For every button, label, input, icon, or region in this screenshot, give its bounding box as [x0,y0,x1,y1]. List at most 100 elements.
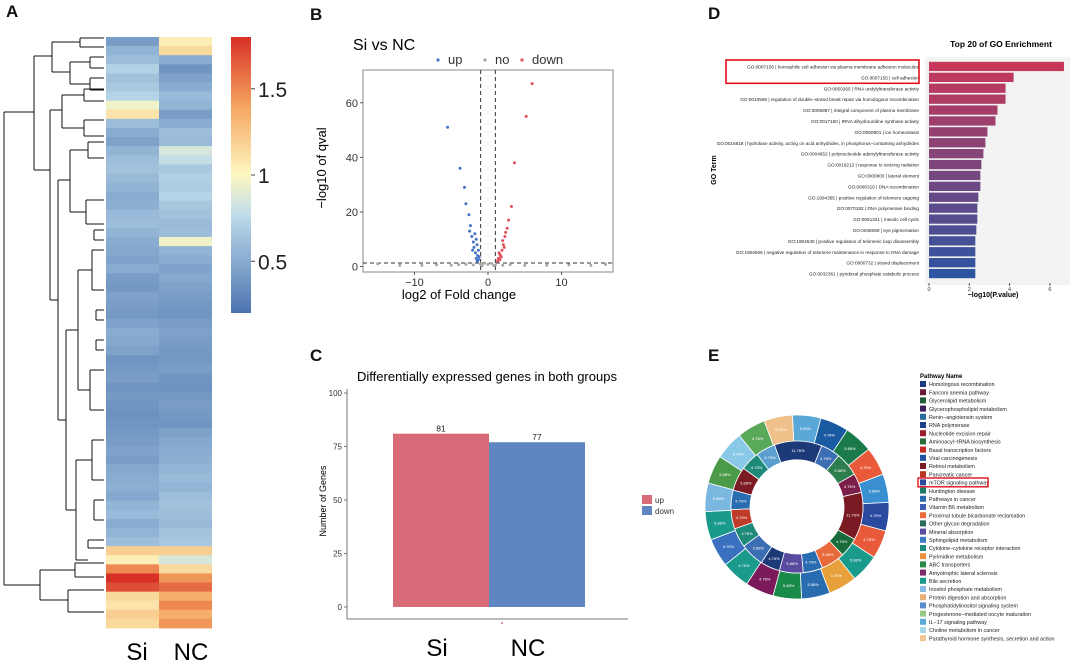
kegg-legend-swatch [920,487,926,494]
volcano-point-up [446,125,450,129]
volcano-point-up [464,202,468,206]
heatmap-cell [159,137,212,147]
volcano-point-no [420,263,424,267]
go-term-label: GO:0007155 | cell adhesion [861,75,919,80]
volcano-point-no [480,264,484,268]
go-panel: Top 20 of GO Enrichment GO:0007156 | hom… [711,39,1070,299]
volcano-thresholds [363,70,613,272]
heatmap-cell [159,218,212,229]
volcano-point-no [482,261,486,265]
heatmap-cell [106,146,159,156]
heatmap-cell [159,527,212,538]
kegg-outer-label: 5.88% [844,446,856,451]
legend-marker-down [520,58,524,62]
kegg-inner-label: 4.76% [764,455,776,460]
go-bar [929,116,996,126]
kegg-inner-label: 4.76% [741,531,753,536]
kegg-legend-label: Glycerolipid metabolism [929,399,987,405]
volcano-point-up [475,259,479,263]
volcano-point-no [545,263,549,267]
heatmap-cell [159,437,212,447]
heatmap-cell [106,118,159,129]
heatmap-cell [159,109,212,120]
kegg-legend-swatch [920,520,926,527]
heatmap-cell [106,127,159,138]
volcano-xtick-label: 0 [485,277,491,289]
kegg-legend-swatch [920,471,926,478]
volcano-point-down [502,245,506,249]
go-bar [929,149,984,159]
heatmap-cell [106,100,159,111]
heatmap-cell [106,246,159,256]
kegg-legend-label: Protein digestion and absorption [929,595,1006,601]
kegg-legend-swatch [920,397,926,404]
heatmap-cell [106,346,159,356]
heatmap-cell [106,137,159,147]
volcano-point-no [490,262,494,265]
deg-legend-swatch-down [642,506,652,515]
heatmap-cell [159,509,212,520]
heatmap-cell [106,291,159,302]
volcano-point-no [457,263,461,267]
heatmap-cell [106,418,159,429]
heatmap-cell [159,600,212,611]
heatmap-cell [159,618,212,629]
heatmap-cell [106,482,159,493]
column-label-nc: NC [174,639,209,663]
heatmap-cell [159,55,212,65]
volcano-point-down [500,248,504,252]
heatmap-cell [106,309,159,320]
go-bar [929,159,982,170]
kegg-legend-label: Renin−angiotensin system [929,415,993,421]
heatmap-cell [106,37,159,47]
legend-label-no: no [495,52,509,67]
volcano-point-down [496,256,500,260]
kegg-outer-label: 4.76% [752,436,764,441]
kegg-legend-swatch [920,635,926,642]
kegg-legend-swatch [920,561,926,568]
go-term-label: GO:1904506 | negative regulation of telo… [736,250,919,255]
volcano-ytick-label: 40 [346,152,358,164]
kegg-legend-swatch [920,454,926,461]
heatmap-cell [159,273,212,283]
heatmap-cell [159,264,212,274]
volcano-point-no [589,263,593,267]
heatmap-cell [106,82,159,92]
heatmap-cell [159,155,212,165]
kegg-legend-label: Basal transcription factors [929,448,991,454]
kegg-legend-swatch [920,413,926,420]
heatmap-cell [159,191,212,202]
kegg-outer-label: 5.00% [800,426,812,431]
heatmap-cell [106,582,159,593]
kegg-legend-label: Bile secretion [929,579,961,585]
kegg-legend-swatch [920,381,926,387]
heatmap-cell [159,91,212,102]
go-bar [929,247,976,257]
kegg-legend-label: Mineral absorption [929,530,973,536]
kegg-legend-label: IL−17 signaling pathway [929,620,987,626]
kegg-outer-label: 4.76% [733,452,745,457]
go-title: Top 20 of GO Enrichment [950,39,1052,49]
heatmap-cell [159,282,212,292]
kegg-legend-label: Fanconi anemia pathway [929,390,989,396]
deg-bar-down [489,442,585,607]
heatmap-cell [106,237,159,247]
heatmap-cell [106,282,159,292]
heatmap-cell [106,191,159,202]
deg-ytick-label: 0 [338,603,343,612]
legend-marker-no [483,58,487,62]
go-bar [929,105,998,115]
heatmap-cell [106,155,159,165]
heatmap-cell [159,300,212,311]
kegg-inner-label: 5.88% [786,561,798,566]
heatmap-cell [159,127,212,138]
volcano-point-no [501,263,505,267]
kegg-legend-label: Vitamin B6 metabolism [929,505,985,511]
kegg-inner-label: 4.76% [820,456,832,461]
kegg-outer-label: 4.76% [860,465,872,470]
kegg-outer-label: 5.88% [869,488,881,493]
column-label-si: Si [126,639,147,663]
kegg-legend-label: Viral carcinogenesis [929,456,977,462]
heatmap-cell [106,218,159,229]
deg-bar-value: 77 [532,432,542,442]
